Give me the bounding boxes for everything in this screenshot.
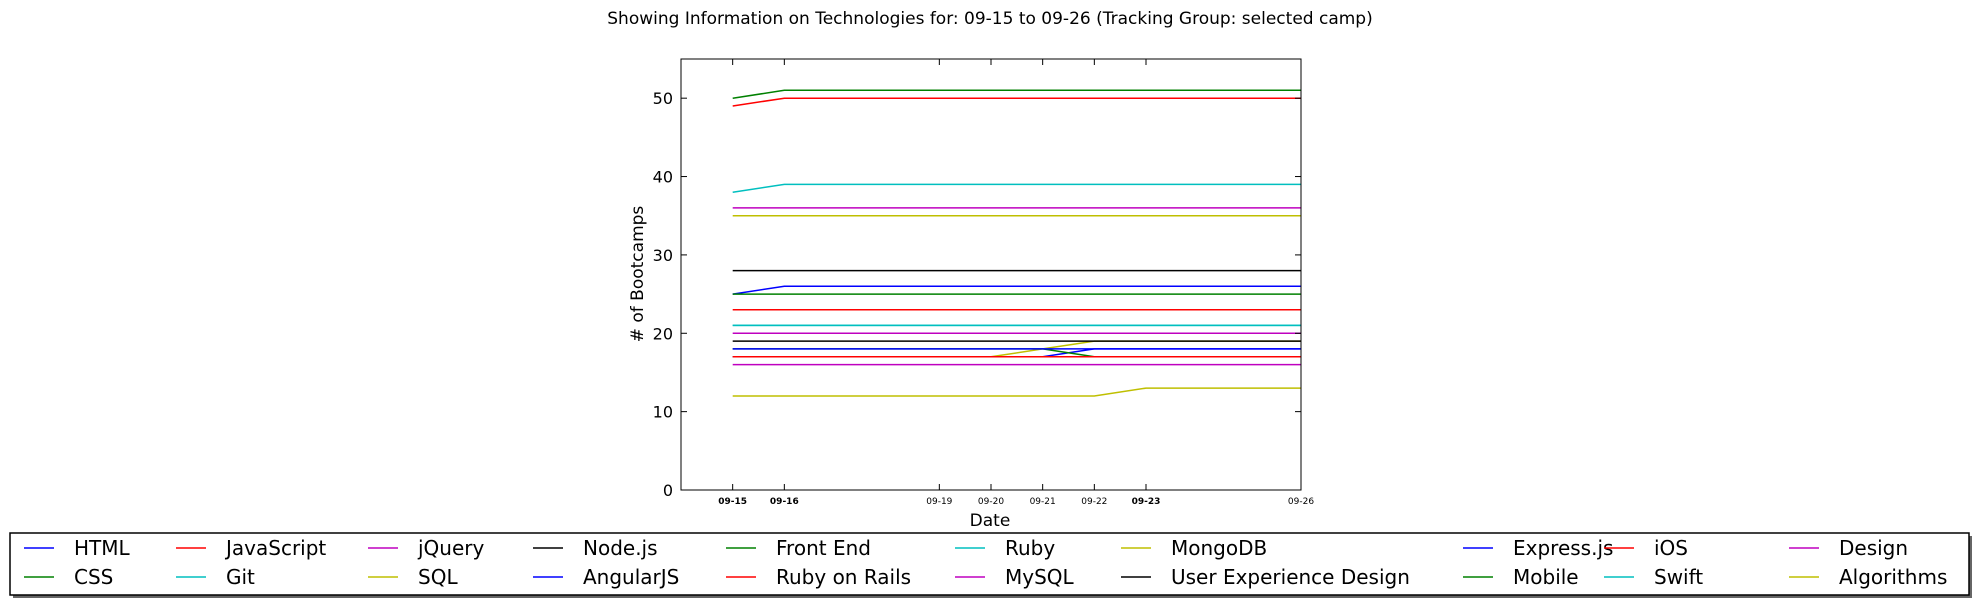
legend-label: Express.js — [1513, 536, 1613, 560]
legend-label: HTML — [74, 536, 131, 560]
legend-label: Ruby — [1005, 536, 1055, 560]
legend-label: iOS — [1654, 536, 1688, 560]
y-tick-label: 20 — [653, 324, 673, 343]
legend-label: Node.js — [583, 536, 658, 560]
plot-frame — [680, 58, 1302, 491]
x-tick-label: 09-15 — [718, 497, 747, 507]
y-tick-label: 40 — [653, 168, 673, 187]
y-tick-label: 50 — [653, 89, 673, 108]
legend-label: Git — [226, 565, 255, 589]
legend-label: JavaScript — [224, 536, 326, 560]
x-tick-label: 09-23 — [1132, 497, 1161, 507]
series-line-mongodb — [732, 387, 1301, 397]
x-axis-ticks: 09-15 09-16 09-19 09-20 09-21 09-22 09-23 09-26 — [718, 59, 1314, 507]
x-tick-label: 09-21 — [1030, 497, 1056, 507]
legend-label: User Experience Design — [1171, 565, 1410, 589]
y-tick-label: 30 — [653, 246, 673, 265]
legend-label: CSS — [74, 565, 113, 589]
y-axis-label: # of Bootcamps — [628, 206, 648, 343]
legend-label: Ruby on Rails — [776, 565, 911, 589]
legend: HTML CSS JavaScript Git jQuery SQL Node.js Angu… — [9, 532, 1972, 598]
x-tick-label: 09-22 — [1081, 497, 1107, 507]
legend-label: Swift — [1654, 565, 1703, 589]
plot-lines — [732, 89, 1301, 397]
series-line-ios — [732, 97, 1301, 107]
y-axis-ticks: 0 10 20 30 40 50 — [653, 89, 1301, 500]
legend-label: SQL — [418, 565, 458, 589]
legend-label: Front End — [776, 536, 871, 560]
legend-label: AngularJS — [583, 565, 679, 589]
x-tick-label: 09-16 — [770, 497, 799, 507]
chart-title: Showing Information on Technologies for:… — [607, 9, 1372, 29]
series-line-mobile — [732, 89, 1301, 99]
legend-label: jQuery — [417, 536, 485, 560]
x-axis-label: Date — [970, 511, 1011, 531]
legend-label: Design — [1839, 536, 1908, 560]
series-line-html — [732, 285, 1301, 295]
legend-label: MongoDB — [1171, 536, 1267, 560]
y-tick-label: 0 — [663, 481, 673, 500]
y-tick-label: 10 — [653, 403, 673, 422]
legend-label: MySQL — [1005, 565, 1075, 589]
x-tick-label: 09-20 — [978, 497, 1004, 507]
legend-label: Algorithms — [1839, 565, 1947, 589]
legend-label: Mobile — [1513, 565, 1579, 589]
series-line-ruby — [732, 183, 1301, 193]
legend-items: HTML CSS JavaScript Git jQuery SQL Node.js Angu… — [24, 536, 1947, 589]
x-tick-label: 09-26 — [1288, 497, 1314, 507]
x-tick-label: 09-19 — [926, 497, 952, 507]
